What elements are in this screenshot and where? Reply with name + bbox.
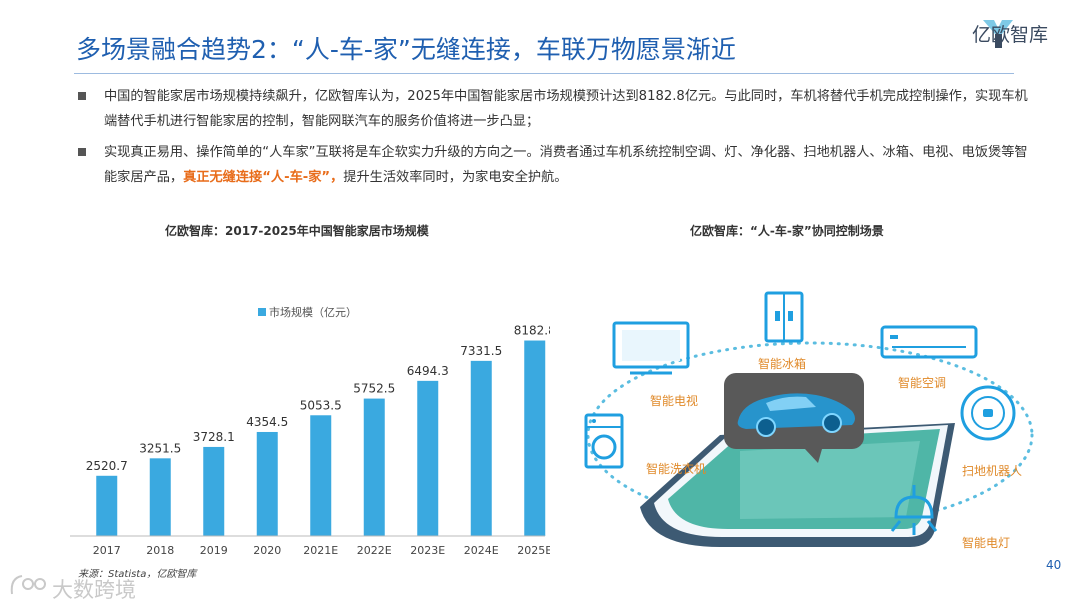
x-tick-label: 2020	[253, 544, 281, 557]
title-divider	[74, 73, 1014, 74]
ceiling-lamp-icon	[890, 485, 938, 535]
bullet-text: 中国的智能家居市场规模持续飙升，亿欧智库认为，2025年中国智能家居市场规模预计…	[104, 89, 1028, 129]
bullet-item: 中国的智能家居市场规模持续飙升，亿欧智库认为，2025年中国智能家居市场规模预计…	[78, 84, 1038, 134]
bar-value-label: 7331.5	[460, 344, 502, 358]
page-number: 40	[1046, 558, 1062, 572]
bar-2021E	[310, 415, 332, 536]
bar-value-label: 8182.8	[514, 324, 550, 338]
bar-2019	[203, 446, 225, 536]
bar-value-label: 2520.7	[86, 459, 128, 473]
robot-vacuum-icon	[960, 385, 1016, 441]
label-robot: 扫地机器人	[962, 464, 1023, 478]
x-tick-label: 2019	[200, 544, 228, 557]
sports-car-icon	[737, 393, 855, 437]
phone-platform-icon	[640, 423, 955, 547]
bar-value-label: 4354.5	[246, 415, 288, 429]
yiou-logo-icon	[983, 20, 1013, 48]
bar-value-label: 3728.1	[193, 430, 235, 444]
bullet-item: 实现真正易用、操作简单的“人车家”互联将是车企软实力升级的方向之一。消费者通过车…	[78, 140, 1038, 190]
air-conditioner-icon	[880, 325, 978, 359]
right-diagram-title: 亿欧智库：“人-车-家”协同控制场景	[690, 224, 884, 238]
chart-source: 来源：Statista，亿欧智库	[78, 569, 197, 580]
label-lamp: 智能电灯	[962, 536, 1011, 550]
bar-2023E	[417, 380, 439, 536]
label-tv: 智能电视	[650, 394, 699, 408]
chart-legend: 市场规模（亿元）	[258, 304, 357, 320]
page-title: 多场景融合趋势2：“人-车-家”无缝连接，车联万物愿景渐近	[76, 35, 736, 64]
bar-value-label: 5752.5	[353, 382, 395, 396]
bullet-text-end: 提升生活效率同时，为家电安全护航。	[343, 170, 568, 185]
x-tick-label: 2025E	[517, 544, 550, 557]
bar-value-label: 5053.5	[300, 398, 342, 412]
bar-2022E	[363, 398, 385, 536]
bar-2020	[256, 431, 278, 536]
bullet-text: 实现真正易用、操作简单的“人车家”互联将是车企软实力升级的方向之一。消费者通过车…	[104, 145, 1028, 185]
bullet-list: 中国的智能家居市场规模持续飙升，亿欧智库认为，2025年中国智能家居市场规模预计…	[78, 84, 1038, 196]
x-tick-label: 2024E	[464, 544, 499, 557]
x-tick-label: 2021E	[303, 544, 338, 557]
watermark-text: 大数跨境	[52, 578, 136, 602]
bar-2018	[149, 458, 171, 536]
watermark-logo-icon	[10, 575, 46, 595]
left-chart-title: 亿欧智库：2017-2025年中国智能家居市场规模	[165, 224, 429, 238]
x-tick-label: 2017	[93, 544, 121, 557]
car-bubble	[724, 373, 864, 463]
fridge-icon	[764, 291, 804, 343]
bar-value-label: 3251.5	[139, 441, 181, 455]
label-washer: 智能洗衣机	[646, 462, 707, 476]
logo-text: 亿欧智库	[972, 24, 1049, 46]
x-tick-label: 2022E	[357, 544, 392, 557]
x-tick-label: 2023E	[410, 544, 445, 557]
bar-2025E	[524, 340, 546, 536]
legend-swatch	[258, 308, 266, 316]
tv-icon	[612, 321, 690, 375]
legend-label: 市场规模（亿元）	[269, 306, 357, 319]
label-fridge: 智能冰箱	[758, 357, 807, 371]
bar-2017	[96, 475, 118, 536]
bar-value-label: 6494.3	[407, 364, 449, 378]
market-size-bar-chart: 2520.7 2017 3251.5 2018 3728.1 2019 4354.5 2020…	[70, 324, 550, 557]
label-ac: 智能空调	[898, 376, 947, 390]
bullet-highlight: 真正无缝连接“人-车-家”，	[183, 170, 344, 185]
bullet-square-icon	[78, 92, 86, 100]
x-tick-label: 2018	[146, 544, 174, 557]
washing-machine-icon	[584, 413, 624, 469]
bullet-square-icon	[78, 148, 86, 156]
bar-2024E	[470, 360, 492, 536]
car-home-scene-diagram	[584, 291, 1034, 547]
